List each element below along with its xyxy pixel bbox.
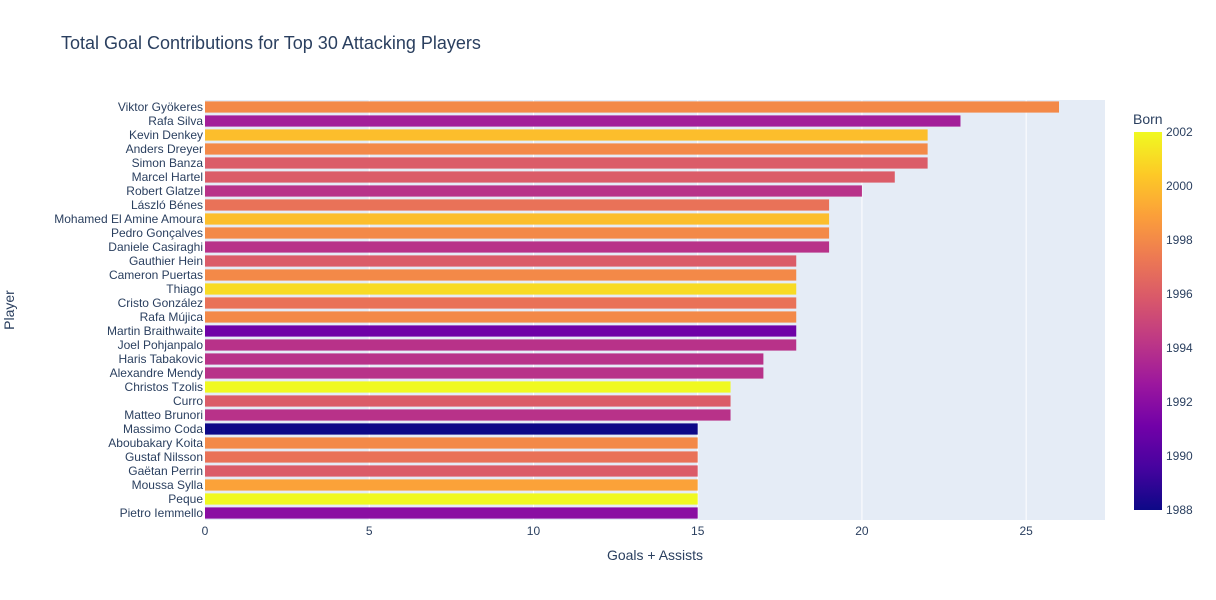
bar [205, 115, 961, 127]
x-tick-label: 10 [527, 524, 541, 538]
bar [205, 451, 698, 463]
bar [205, 353, 764, 365]
y-tick-label: Haris Tabakovic [119, 352, 203, 366]
bar [205, 213, 830, 225]
y-tick-label: Cameron Puertas [109, 268, 203, 282]
y-tick-label: Joel Pohjanpalo [118, 338, 204, 352]
bar [205, 227, 830, 239]
colorbar-tick-label: 2002 [1166, 125, 1193, 139]
x-tick-label: 0 [202, 524, 209, 538]
bar [205, 367, 764, 379]
x-tick-label: 25 [1019, 524, 1033, 538]
colorbar-title: Born [1133, 111, 1163, 127]
y-tick-label: Pietro Iemmello [120, 506, 204, 520]
bar [205, 479, 698, 491]
bar [205, 129, 928, 141]
bar [205, 409, 731, 421]
bar [205, 185, 862, 197]
colorbar-ticks: 1988 1990 1992 1994 1996 1998 2000 2002 [1166, 125, 1193, 517]
plot-area [205, 100, 1105, 520]
y-tick-label: Matteo Brunori [124, 408, 203, 422]
bar [205, 171, 895, 183]
y-tick-label: Martin Braithwaite [107, 324, 203, 338]
y-tick-label: Mohamed El Amine Amoura [54, 212, 203, 226]
colorbar-tick-label: 2000 [1166, 179, 1193, 193]
bar [205, 493, 698, 505]
colorbar-tick-label: 1988 [1166, 503, 1193, 517]
y-tick-label: László Bénes [131, 198, 203, 212]
y-tick-label: Peque [168, 492, 203, 506]
bar [205, 297, 797, 309]
colorbar-tick-label: 1990 [1166, 449, 1193, 463]
bar [205, 339, 797, 351]
y-tick-label: Daniele Casiraghi [108, 240, 203, 254]
bar [205, 199, 830, 211]
y-tick-label: Kevin Denkey [129, 128, 203, 142]
y-tick-label: Moussa Sylla [132, 478, 204, 492]
x-tick-label: 20 [855, 524, 869, 538]
bar [205, 325, 797, 337]
y-tick-label: Rafa Silva [148, 114, 203, 128]
bar [205, 437, 698, 449]
y-tick-label: Thiago [166, 282, 203, 296]
y-tick-label: Marcel Hartel [132, 170, 203, 184]
y-axis-title: Player [1, 290, 17, 330]
y-tick-label: Cristo González [118, 296, 203, 310]
bar [205, 241, 830, 253]
bar [205, 311, 797, 323]
y-tick-label: Pedro Gonçalves [111, 226, 203, 240]
bar [205, 423, 698, 435]
colorbar: Born 1988 1990 1992 1994 1996 1998 2000 2002 [1133, 111, 1193, 517]
y-tick-label: Gustaf Nilsson [125, 450, 203, 464]
x-tick-labels: 0 5 10 15 20 25 [202, 524, 1034, 538]
y-tick-label: Anders Dreyer [126, 142, 203, 156]
bar [205, 465, 698, 477]
bar [205, 101, 1060, 113]
bar [205, 283, 797, 295]
x-axis-title: Goals + Assists [607, 547, 703, 563]
y-tick-label: Alexandre Mendy [110, 366, 203, 380]
y-tick-label: Aboubakary Koita [108, 436, 203, 450]
gridlines [368, 100, 1027, 520]
y-tick-label: Viktor Gyökeres [118, 100, 203, 114]
y-tick-label: Gauthier Hein [129, 254, 203, 268]
bars [205, 101, 1060, 519]
colorbar-tick-label: 1998 [1166, 233, 1193, 247]
bar [205, 381, 731, 393]
x-tick-label: 5 [366, 524, 373, 538]
colorbar-gradient [1134, 132, 1162, 510]
y-tick-label: Gaëtan Perrin [128, 464, 203, 478]
colorbar-tick-label: 1992 [1166, 395, 1193, 409]
bar [205, 255, 797, 267]
y-tick-label: Massimo Coda [123, 422, 203, 436]
bar [205, 395, 731, 407]
bar [205, 157, 928, 169]
y-tick-label: Christos Tzolis [125, 380, 203, 394]
y-tick-label: Robert Glatzel [126, 184, 203, 198]
bar [205, 143, 928, 155]
y-tick-label: Rafa Mújica [140, 310, 204, 324]
bar [205, 269, 797, 281]
chart-title: Total Goal Contributions for Top 30 Atta… [61, 33, 481, 53]
y-tick-label: Simon Banza [132, 156, 204, 170]
colorbar-tick-label: 1996 [1166, 287, 1193, 301]
colorbar-tick-label: 1994 [1166, 341, 1193, 355]
y-tick-label: Curro [173, 394, 203, 408]
bar [205, 507, 698, 519]
x-tick-label: 15 [691, 524, 705, 538]
